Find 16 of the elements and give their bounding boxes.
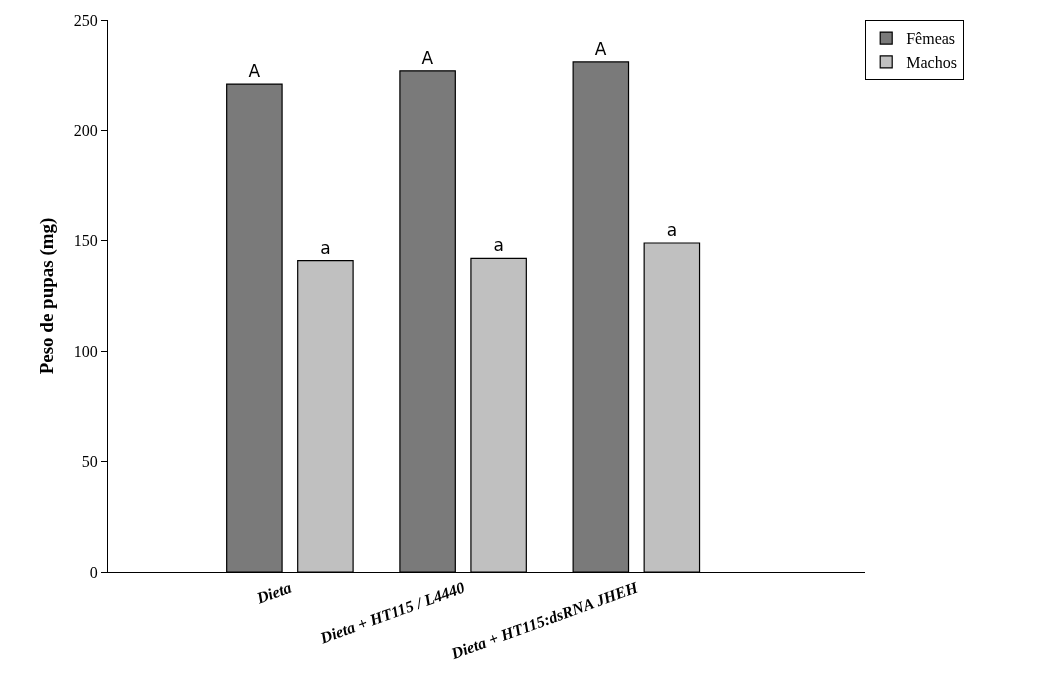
y-tick-label: 150: [73, 232, 98, 250]
data-label: A: [594, 38, 607, 59]
legend-label: Machos: [906, 54, 957, 72]
y-axis-title: Peso de pupas (mg): [35, 217, 58, 375]
data-label: a: [666, 220, 678, 241]
y-tick-label: 250: [73, 11, 98, 29]
y-tick-label: 50: [81, 453, 98, 471]
data-label: A: [248, 61, 261, 82]
y-tick-label: 200: [73, 122, 98, 139]
y-tick-label: 0: [89, 563, 98, 581]
legend-label: Fêmeas: [906, 30, 956, 48]
x-tick-label: Dieta: [253, 578, 294, 608]
data-label: a: [320, 237, 331, 258]
data-label: a: [493, 235, 504, 256]
data-label: A: [421, 47, 434, 68]
y-tick-label: 100: [73, 342, 98, 360]
